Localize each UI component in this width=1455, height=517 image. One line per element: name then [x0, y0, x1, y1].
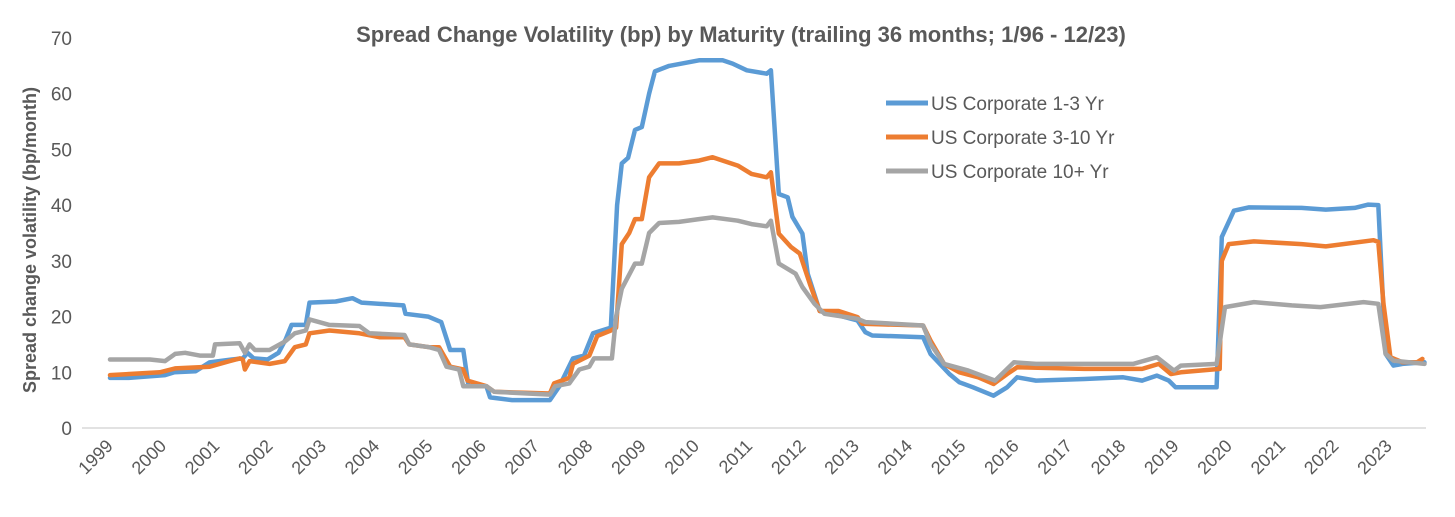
x-tick-label: 2022: [1300, 436, 1342, 478]
y-tick-label: 0: [61, 419, 72, 440]
y-tick-label: 50: [51, 140, 72, 161]
series-line-1: [107, 58, 1427, 403]
x-tick-label: 2006: [447, 436, 489, 478]
legend: US Corporate 1-3 Yr US Corporate 3-10 Yr U…: [886, 94, 1115, 183]
x-tick-label: 2015: [927, 436, 969, 478]
x-tick-label: 2020: [1193, 436, 1235, 478]
x-tick-label: 2009: [607, 436, 649, 478]
x-tick-label: 2012: [767, 436, 809, 478]
y-tick-label: 60: [51, 85, 72, 106]
x-tick-label: 2014: [874, 436, 916, 478]
legend-item: US Corporate 10+ Yr: [886, 162, 1109, 183]
x-tick-label: 2017: [1034, 436, 1076, 478]
x-tick-label: 2011: [715, 436, 757, 478]
y-tick-label: 20: [51, 308, 72, 329]
chart-title: Spread Change Volatility (bp) by Maturit…: [356, 22, 1126, 47]
x-tick-label: 2008: [554, 436, 596, 478]
y-axis-ticks: 0 10 20 30 40 50 60 70: [51, 29, 72, 440]
legend-item: US Corporate 1-3 Yr: [886, 94, 1105, 115]
x-tick-label: 2004: [341, 436, 383, 478]
legend-label: US Corporate 3-10 Yr: [931, 128, 1115, 149]
y-tick-label: 30: [51, 252, 72, 273]
x-tick-label: 2023: [1353, 436, 1395, 478]
x-tick-label: 2021: [1247, 436, 1289, 478]
y-tick-label: 40: [51, 196, 72, 217]
y-tick-label: 70: [51, 29, 72, 50]
x-axis-ticks: 1999 2000 2001 2002 2003 2004 2005 2006 2007 2008…: [74, 436, 1395, 478]
x-tick-label: 2018: [1087, 436, 1129, 478]
x-tick-label: 2016: [980, 436, 1022, 478]
y-axis-label: Spread change volatility (bp/month): [20, 87, 40, 393]
x-tick-label: 1999: [74, 436, 116, 478]
series-line-3: [107, 215, 1427, 397]
x-tick-label: 2007: [501, 436, 543, 478]
x-tick-label: 2000: [128, 436, 170, 478]
x-tick-label: 2005: [394, 436, 436, 478]
x-tick-label: 2003: [288, 436, 330, 478]
y-tick-label: 10: [51, 363, 72, 384]
x-tick-label: 2019: [1140, 436, 1182, 478]
legend-label: US Corporate 1-3 Yr: [931, 94, 1105, 115]
series-line-2: [107, 154, 1425, 396]
series-lines: [107, 58, 1427, 403]
legend-item: US Corporate 3-10 Yr: [886, 128, 1115, 149]
x-tick-label: 2001: [181, 436, 223, 478]
x-tick-label: 2010: [661, 436, 703, 478]
legend-label: US Corporate 10+ Yr: [931, 162, 1109, 183]
x-tick-label: 2002: [234, 436, 276, 478]
x-tick-label: 2013: [820, 436, 862, 478]
